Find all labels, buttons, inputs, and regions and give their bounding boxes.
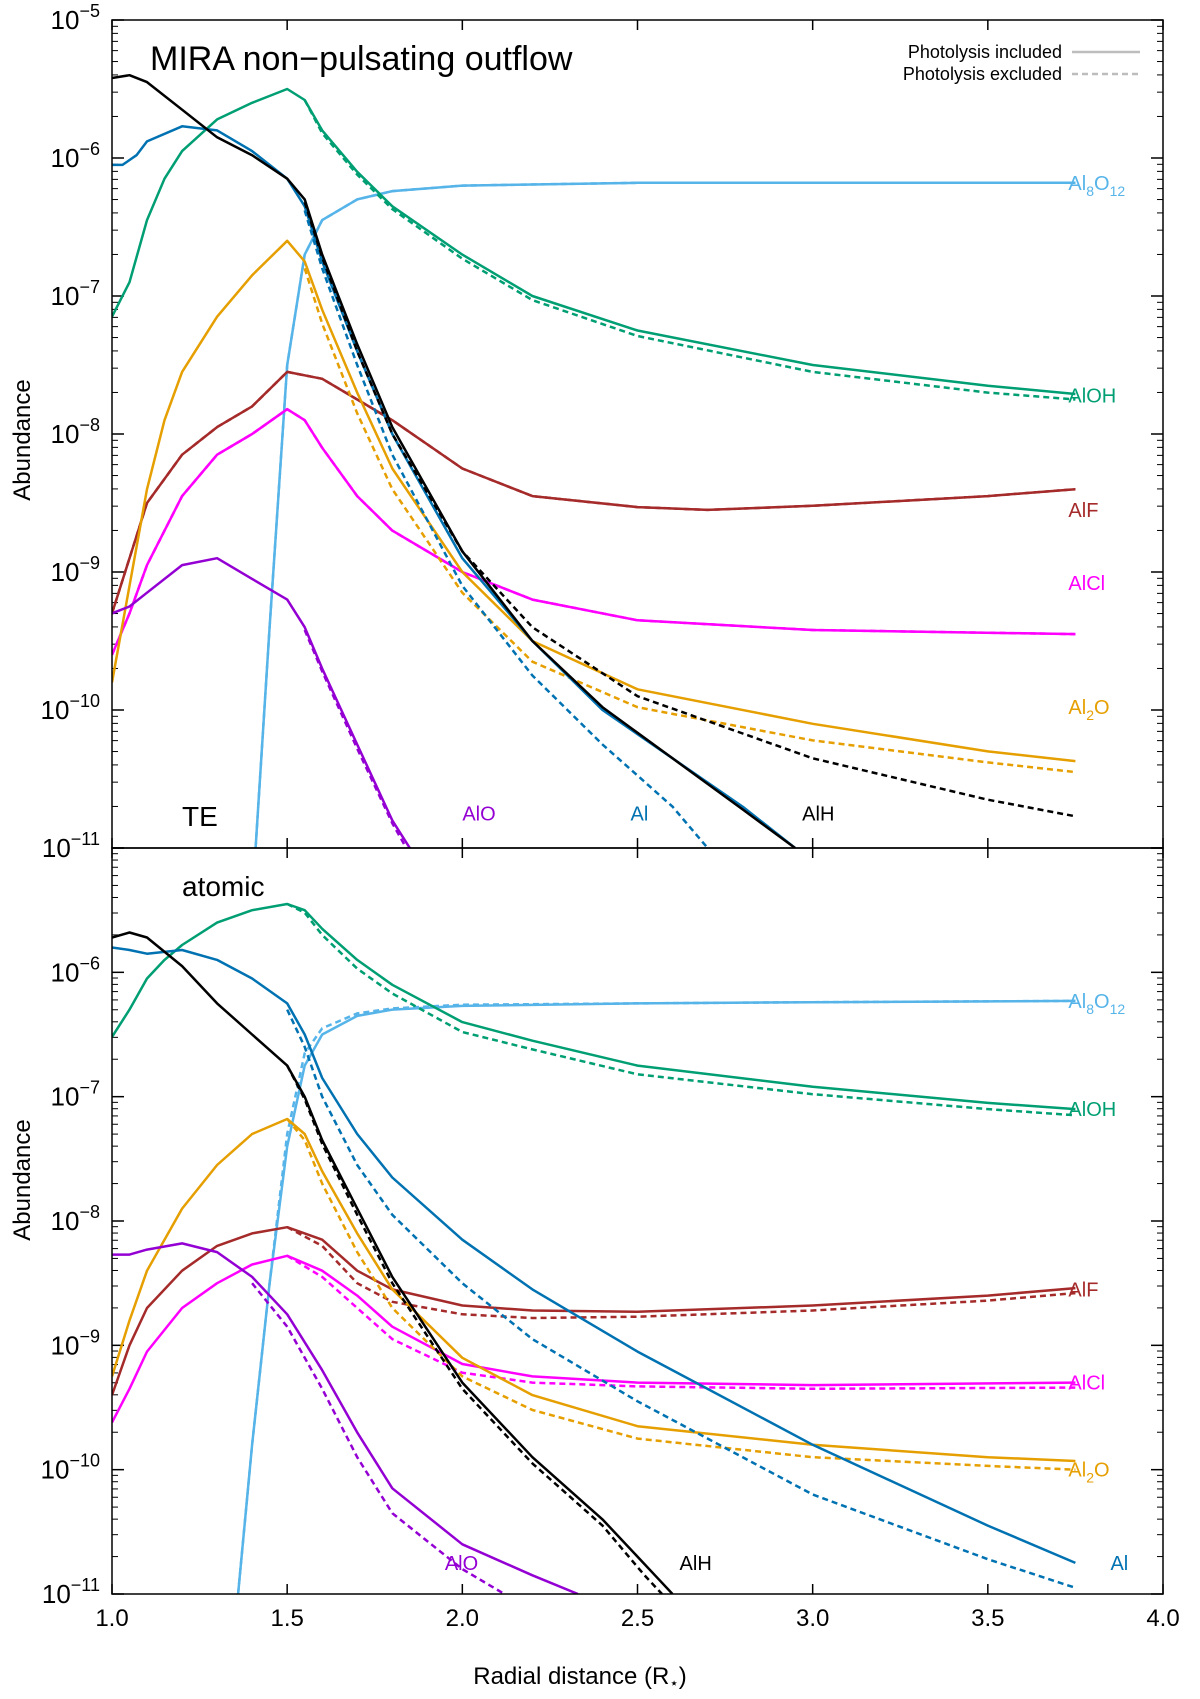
series-label-Al: Al (1110, 1553, 1128, 1575)
series-line-Al (112, 946, 1076, 1565)
series-line-AlO (112, 1242, 579, 1594)
y-tick-label: 10−10 (41, 691, 100, 725)
x-tick-label: 2.5 (621, 1605, 654, 1632)
top-y-axis-label: Abundance (9, 379, 36, 500)
y-tick-label: 10−6 (51, 953, 100, 987)
series-label-Al2O: Al2O (1068, 1460, 1109, 1486)
series-line-AlH (112, 73, 796, 848)
series-line-dashed-AlH (286, 1065, 663, 1594)
series-label-AlF: AlF (1068, 500, 1098, 522)
series-line-dashed-Al (303, 210, 709, 848)
series-label-AlH: AlH (802, 804, 834, 826)
lines-layer (112, 73, 1076, 1594)
series-line-dashed-AlOH (286, 902, 1076, 1117)
y-tick-label: 10−11 (42, 1575, 100, 1609)
y-tick-label: 10−8 (51, 1202, 100, 1236)
bottom-panel-frame (111, 847, 1164, 1595)
series-line-AlF (112, 1225, 1076, 1396)
series-label-AlO: AlO (445, 1553, 478, 1575)
series-line-Al2O (112, 1117, 1076, 1463)
series-line-AlF (112, 370, 1076, 614)
text-layer: 10−5 10−6 10−7 10−8 10−9 10−10 10−11 Al8O12 AlOH… (41, 1, 1180, 1632)
series-label-AlOH: AlOH (1068, 1099, 1116, 1121)
series-line-AlO (112, 556, 411, 848)
x-tick-label: 3.0 (796, 1605, 829, 1632)
series-label-AlCl: AlCl (1068, 1373, 1105, 1395)
x-tick-label: 1.5 (270, 1605, 303, 1632)
series-line-dashed-AlO (303, 629, 408, 848)
x-tick-label: 4.0 (1146, 1605, 1179, 1632)
series-label-Al: Al (630, 804, 648, 826)
bottom-series-group (112, 902, 1076, 1594)
y-tick-label: 10−11 (42, 829, 100, 863)
series-line-AlOH (112, 87, 1076, 396)
series-label-AlOH: AlOH (1068, 385, 1116, 407)
x-axis-label: Radial distance (R⋆) (473, 1663, 686, 1692)
bottom-y-axis-label: Abundance (9, 1119, 36, 1240)
series-line-dashed-AlCl (286, 1254, 1076, 1391)
y-tick-label: 10−7 (51, 1078, 100, 1112)
series-line-dashed-AlF (286, 1226, 1076, 1320)
y-tick-label: 10−9 (51, 553, 100, 587)
series-line-dashed-AlOH (303, 99, 1076, 401)
series-line-AlOH (112, 902, 1076, 1111)
series-line-AlH (112, 931, 674, 1594)
y-tick-label: 10−5 (51, 1, 100, 35)
top-panel-frame (111, 19, 1164, 849)
series-line-Al (112, 125, 796, 848)
x-tick-label: 2.0 (446, 1605, 479, 1632)
y-tick-label: 10−10 (41, 1451, 100, 1485)
y-tick-label: 10−8 (51, 415, 100, 449)
legend: Photolysis included Photolysis excluded (903, 42, 1140, 84)
series-line-dashed-Al2O (303, 268, 1076, 774)
top-panel-annotation: TE (182, 801, 218, 832)
series-line-AlCl (112, 407, 1076, 656)
series-line-dashed-AlO (251, 1282, 506, 1594)
series-label-Al8O12: Al8O12 (1068, 991, 1125, 1017)
x-tick-label: 1.0 (95, 1605, 128, 1632)
series-label-AlF: AlF (1068, 1279, 1098, 1301)
series-line-dashed-AlCl (112, 407, 1076, 656)
legend-dashed-label: Photolysis excluded (903, 64, 1062, 84)
series-label-AlO: AlO (462, 804, 495, 826)
series-label-Al2O: Al2O (1068, 697, 1109, 723)
y-tick-label: 10−7 (51, 277, 100, 311)
series-line-Al8O12 (254, 181, 1076, 848)
series-label-AlCl: AlCl (1068, 573, 1105, 595)
series-line-dashed-Al2O (286, 1118, 1076, 1471)
series-label-Al8O12: Al8O12 (1068, 173, 1125, 199)
series-line-Al2O (112, 239, 1076, 763)
bottom-panel-annotation: atomic (182, 871, 264, 902)
legend-solid-label: Photolysis included (908, 42, 1062, 62)
top-series-group (112, 73, 1076, 848)
y-tick-label: 10−6 (51, 139, 100, 173)
series-line-dashed-Al (286, 1009, 1076, 1589)
series-line-dashed-AlF (112, 370, 1076, 614)
x-tick-label: 3.5 (971, 1605, 1004, 1632)
y-tick-label: 10−9 (51, 1326, 100, 1360)
series-line-Al8O12 (236, 999, 1076, 1594)
series-label-AlH: AlH (680, 1553, 712, 1575)
top-panel-title: MIRA non−pulsating outflow (150, 40, 573, 78)
